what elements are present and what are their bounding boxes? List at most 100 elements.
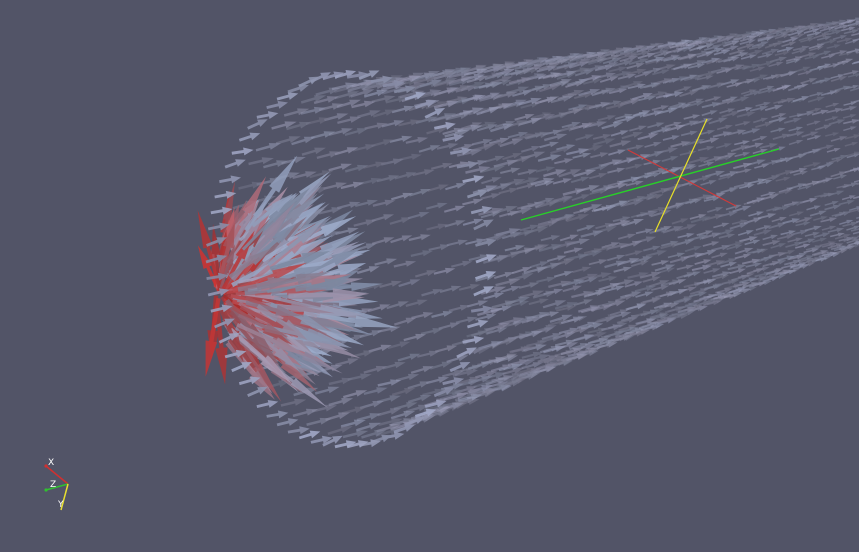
vector-arrow-glyph [669, 42, 689, 49]
vector-arrow-glyph [522, 85, 546, 94]
vector-arrow-glyph [807, 96, 825, 103]
vector-arrow-glyph [395, 373, 420, 382]
vector-arrow-glyph [414, 99, 437, 109]
vector-arrow-glyph [836, 184, 851, 189]
vector-arrow-glyph [556, 62, 579, 69]
orientation-z-label: Z [50, 480, 57, 490]
vector-arrow-glyph [628, 58, 650, 65]
vector-arrow-glyph [683, 281, 704, 288]
vector-arrow-glyph [673, 296, 694, 304]
vector-arrow-glyph [391, 192, 414, 201]
vector-arrow-glyph [848, 207, 859, 213]
vector-arrow-glyph [328, 377, 354, 386]
vector-arrow-glyph [713, 293, 732, 300]
vector-arrow-glyph [627, 272, 650, 279]
vector-arrow-glyph [336, 99, 361, 109]
vector-arrow-glyph [705, 260, 726, 267]
vector-arrow-glyph [677, 180, 698, 188]
vector-arrow-glyph [791, 49, 807, 55]
vector-arrow-glyph [827, 190, 845, 197]
vector-arrow-glyph [409, 189, 431, 197]
vector-arrow-glyph [707, 207, 724, 213]
vector-arrow-glyph [734, 152, 751, 158]
vector-arrow-glyph [480, 193, 501, 200]
vector-arrow-glyph [642, 276, 661, 283]
vector-arrow-glyph [699, 137, 720, 144]
vector-arrow-glyph [614, 157, 637, 165]
vector-arrow-glyph [579, 204, 603, 213]
vector-arrow-glyph [371, 139, 395, 148]
vector-arrow-glyph [786, 131, 805, 138]
vector-arrow-glyph [718, 56, 737, 63]
vector-arrow-glyph [768, 117, 787, 124]
vector-arrow-glyph [446, 112, 472, 121]
vector-arrow-glyph [844, 134, 859, 140]
vector-arrow-glyph [577, 321, 597, 329]
vector-arrow-glyph [218, 222, 235, 278]
vector-arrow-glyph [450, 147, 472, 156]
vector-arrow-glyph [613, 266, 632, 273]
vector-arrow-glyph [426, 127, 449, 135]
vector-arrow-glyph [300, 95, 327, 104]
vector-arrow-glyph [814, 192, 832, 198]
vector-arrow-glyph [813, 33, 830, 39]
vector-arrow-glyph [291, 136, 316, 146]
vector-arrow-glyph [448, 76, 473, 85]
vector-arrow-glyph [238, 376, 261, 386]
vector-arrow-glyph [830, 74, 845, 79]
vector-arrow-glyph [616, 317, 639, 324]
vector-arrow-glyph [377, 408, 402, 417]
vector-arrow-glyph [698, 299, 717, 306]
vector-arrow-glyph [414, 408, 437, 418]
vector-arrow-glyph [609, 309, 629, 316]
vector-arrow-glyph [739, 277, 758, 284]
vector-arrow-glyph [775, 157, 794, 164]
vector-arrow-glyph [803, 248, 819, 254]
vector-arrow-glyph [207, 222, 230, 231]
vector-arrow-glyph [580, 145, 604, 153]
vector-arrow-glyph [795, 221, 811, 227]
vector-arrow-glyph [803, 28, 820, 34]
vector-arrow-glyph [761, 175, 781, 182]
vector-arrow-glyph [295, 278, 350, 292]
vector-arrow-glyph [733, 288, 752, 295]
vector-arrow-glyph [661, 156, 679, 163]
vector-arrow-glyph [844, 142, 859, 147]
vector-arrow-glyph [236, 323, 308, 357]
vector-arrow-glyph [792, 45, 810, 52]
vector-arrow-glyph [574, 69, 595, 77]
vector-arrow-glyph [477, 307, 503, 317]
vector-arrow-glyph [701, 102, 722, 109]
vector-arrow-glyph [712, 131, 733, 138]
vector-arrow-glyph [728, 287, 747, 294]
vector-arrow-glyph [393, 424, 415, 434]
vector-arrow-glyph [558, 327, 580, 335]
vector-arrow-glyph [627, 83, 646, 90]
vector-arrow-glyph [734, 140, 750, 146]
vector-arrow-glyph [619, 47, 640, 55]
vector-arrow-glyph [351, 79, 378, 88]
vector-arrow-glyph [797, 70, 813, 76]
vector-arrow-glyph [510, 229, 535, 238]
vector-arrow-glyph [847, 73, 859, 78]
vector-arrow-glyph [669, 256, 691, 264]
vector-arrow-glyph [578, 277, 598, 284]
vector-arrow-glyph [540, 235, 561, 242]
vector-arrow-glyph [644, 142, 662, 148]
orientation-y-label: Y [58, 500, 64, 510]
vector-arrow-glyph [788, 30, 805, 37]
vector-arrow-glyph [697, 146, 715, 152]
vector-arrow-glyph [775, 170, 794, 177]
vector-arrow-glyph [256, 400, 279, 408]
vector-arrow-glyph [635, 318, 656, 325]
vector-arrow-glyph [673, 239, 695, 247]
vector-arrow-glyph [550, 95, 574, 104]
vector-arrow-glyph [371, 237, 395, 245]
vector-arrow-glyph [426, 223, 448, 231]
vector-arrow-glyph [452, 369, 479, 377]
vector-arrow-glyph [248, 157, 274, 166]
vector-arrow-glyph [696, 43, 715, 50]
vector-arrow-glyph [617, 258, 640, 266]
vector-arrow-glyph [462, 198, 484, 206]
